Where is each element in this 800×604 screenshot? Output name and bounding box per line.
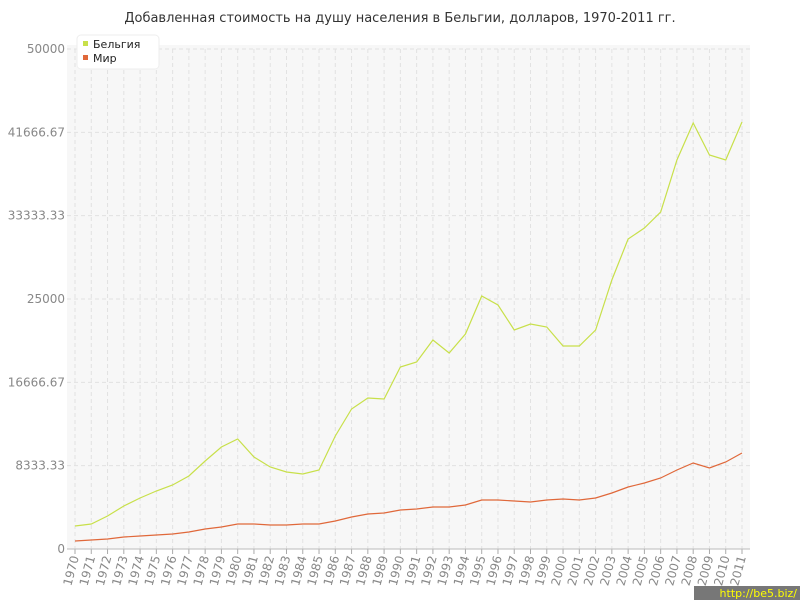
chart-title: Добавленная стоимость на душу населения …	[124, 11, 675, 26]
y-tick-label: 8333.33	[15, 459, 65, 473]
data-line	[74, 121, 743, 527]
y-tick-label: 25000	[27, 292, 65, 306]
legend-label: Мир	[93, 52, 117, 65]
y-tick-label: 50000	[27, 42, 65, 56]
data-line	[74, 452, 743, 542]
legend-swatch	[83, 55, 88, 60]
watermark: http://be5.biz/	[720, 587, 798, 600]
watermark-bg	[694, 586, 800, 600]
y-tick-label: 33333.33	[8, 209, 65, 223]
plot-area	[67, 45, 750, 549]
legend-swatch	[83, 41, 88, 46]
y-tick-label: 16666.67	[8, 375, 65, 389]
legend-label: Бельгия	[93, 38, 140, 51]
legend-box	[76, 34, 160, 70]
y-tick-label: 0	[57, 542, 65, 556]
y-tick-label: 41666.67	[8, 125, 65, 139]
